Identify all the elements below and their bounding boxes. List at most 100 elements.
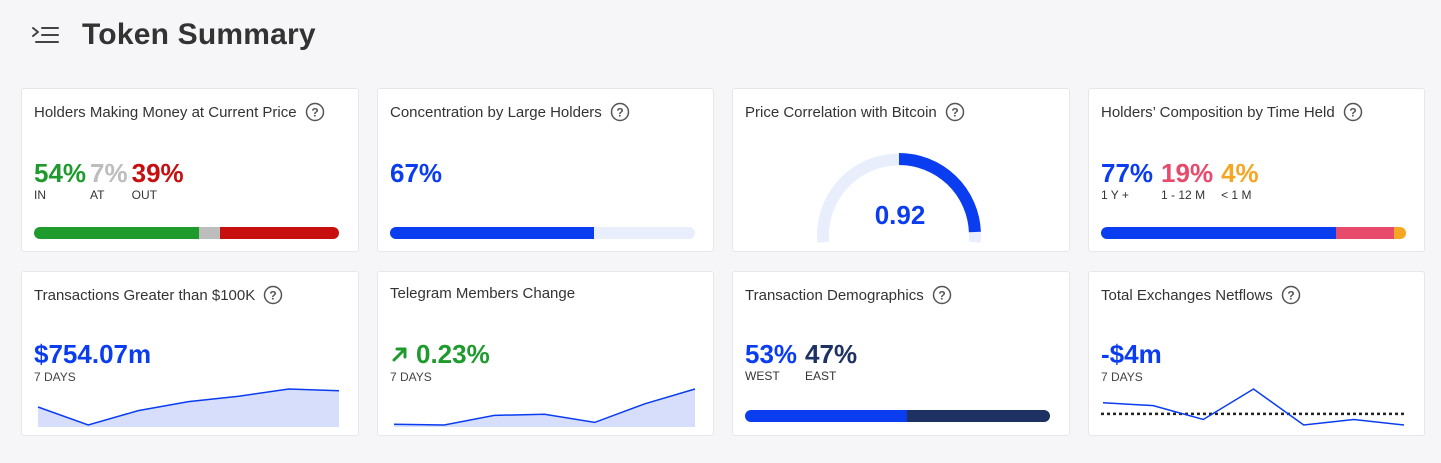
east-value: 47% [805,339,858,369]
card-title: Concentration by Large Holders ? [390,102,630,122]
in-value: 54% [34,158,87,188]
help-icon[interactable]: ? [945,102,965,122]
sparkline-area [38,389,339,427]
correlation-gauge [817,153,981,243]
demographics-bar [745,410,1050,422]
concentration-bar [390,227,695,239]
netflows-period: 7 DAYS [1101,370,1143,384]
telegram-value: 0.23% [416,339,490,369]
mid-label: 1 - 12 M [1161,188,1206,202]
svg-text:?: ? [1349,106,1356,120]
netflows-card: Total Exchanges Netflows ? -$4m 7 DAYS [1088,271,1425,436]
transactions-value: $754.07m [34,339,152,369]
sparkline-line [1102,388,1405,426]
svg-text:?: ? [311,106,318,120]
bar-segment-west [745,410,907,422]
help-icon[interactable]: ? [932,285,952,305]
card-title: Transactions Greater than $100K ? [34,285,283,305]
card-title-text: Transactions Greater than $100K [34,286,256,304]
card-title-text: Holders’ Composition by Time Held [1101,103,1335,121]
card-title: Price Correlation with Bitcoin ? [745,102,965,122]
sparkline-area [394,389,695,427]
card-title: Holders’ Composition by Time Held ? [1101,102,1363,122]
stat-at: 7% AT [90,159,128,202]
mid-value: 19% [1161,158,1214,188]
netflows-sparkline [1101,388,1406,426]
demographics-card: Transaction Demographics ? 53% WEST 47% EA… [732,271,1070,436]
bar-segment-out [220,227,339,239]
composition-bar [1101,227,1406,239]
stat-out: 39% OUT [132,159,184,202]
telegram-sparkline [393,388,696,427]
bar-segment-long [1101,227,1336,239]
telegram-period: 7 DAYS [390,370,432,384]
bar-segment-at [198,227,221,239]
help-icon[interactable]: ? [263,285,283,305]
concentration-card: Concentration by Large Holders ? 67% [377,88,714,252]
stats-row: 53% WEST 47% EAST [745,340,861,383]
telegram-card: Telegram Members Change 0.23% 7 DAYS [377,271,714,436]
netflows-value: -$4m [1101,339,1162,369]
stat-mid: 19% 1 - 12 M [1161,159,1213,202]
help-icon[interactable]: ? [305,102,325,122]
west-value: 53% [745,339,798,369]
short-label: < 1 M [1221,188,1252,202]
at-value: 7% [90,158,128,188]
card-title: Total Exchanges Netflows ? [1101,285,1301,305]
telegram-value-row: 0.23% [390,340,490,368]
card-title-text: Price Correlation with Bitcoin [745,103,937,121]
bar-segment-mid [1335,227,1394,239]
holders-money-bar [34,227,339,239]
short-value: 4% [1221,158,1259,188]
menu-collapse-icon[interactable] [30,20,60,50]
stat-long: 77% 1 Y + [1101,159,1153,202]
out-label: OUT [131,188,157,202]
stats-row: 77% 1 Y + 19% 1 - 12 M 4% < 1 M [1101,159,1263,202]
help-icon[interactable]: ? [1281,285,1301,305]
sparkline-line [37,388,340,426]
bar-segment-in [34,227,199,239]
correlation-value: 0.92 [874,200,926,230]
east-label: EAST [805,369,837,383]
svg-text:?: ? [938,289,945,303]
bar-fill [390,227,595,239]
card-title-text: Total Exchanges Netflows [1101,286,1273,304]
svg-text:?: ? [270,289,277,303]
arrow-up-right-icon [392,347,407,362]
at-label: AT [90,188,105,202]
out-value: 39% [131,158,184,188]
west-label: WEST [745,369,780,383]
stat-west: 53% WEST [745,340,797,383]
correlation-card: Price Correlation with Bitcoin ? 0.92 [732,88,1070,252]
sparkline-line [393,388,696,426]
stat-short: 4% < 1 M [1221,159,1259,202]
long-value: 77% [1101,158,1154,188]
svg-text:?: ? [951,106,958,120]
card-title: Transaction Demographics ? [745,285,952,305]
composition-card: Holders’ Composition by Time Held ? 77% 1… [1088,88,1425,252]
page-title: Token Summary [82,18,316,51]
gauge-fill [898,153,981,233]
svg-text:?: ? [1287,289,1294,303]
card-title-text: Holders Making Money at Current Price [34,103,297,121]
bar-segment-short [1393,227,1406,239]
in-label: IN [34,188,46,202]
bar-segment-east [906,410,1050,422]
holders-money-card: Holders Making Money at Current Price ? … [21,88,359,252]
page-header: Token Summary [30,18,316,52]
concentration-value: 67% [390,158,443,188]
card-title-text: Transaction Demographics [745,286,924,304]
card-title-text: Telegram Members Change [390,285,576,302]
card-title: Holders Making Money at Current Price ? [34,102,325,122]
svg-text:?: ? [616,106,623,120]
card-title-text: Concentration by Large Holders [390,103,602,121]
stat-east: 47% EAST [805,340,857,383]
transactions-card: Transactions Greater than $100K ? $754.0… [21,271,359,436]
stat-in: 54% IN [34,159,86,202]
long-label: 1 Y + [1101,188,1129,202]
stats-row: 54% IN 7% AT 39% OUT [34,159,188,202]
transactions-sparkline [37,388,340,427]
card-title: Telegram Members Change [390,285,575,302]
help-icon[interactable]: ? [610,102,630,122]
help-icon[interactable]: ? [1343,102,1363,122]
